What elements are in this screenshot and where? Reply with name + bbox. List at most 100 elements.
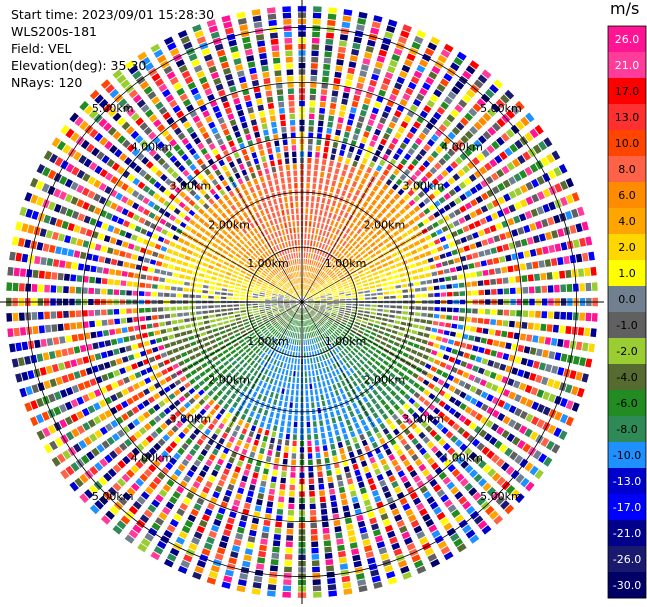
- velocity-gate: [496, 351, 504, 359]
- velocity-gate: [367, 557, 376, 565]
- velocity-gate: [279, 483, 286, 490]
- velocity-gate: [345, 419, 351, 426]
- velocity-gate: [350, 258, 356, 263]
- velocity-gate: [365, 342, 371, 348]
- velocity-gate: [321, 354, 326, 361]
- velocity-gate: [182, 427, 190, 435]
- velocity-gate: [264, 369, 269, 375]
- velocity-gate: [259, 447, 265, 455]
- velocity-gate: [508, 276, 515, 284]
- velocity-gate: [240, 270, 247, 275]
- velocity-gate: [115, 269, 122, 276]
- velocity-gate: [203, 542, 213, 551]
- velocity-gate: [440, 307, 447, 312]
- velocity-gate: [227, 345, 234, 351]
- velocity-gate: [32, 269, 39, 278]
- velocity-gate: [360, 374, 367, 381]
- velocity-gate: [287, 317, 292, 322]
- velocity-gate: [511, 436, 521, 446]
- velocity-gate: [366, 166, 373, 174]
- velocity-gate: [456, 51, 467, 61]
- velocity-gate: [464, 482, 474, 492]
- velocity-gate: [296, 377, 300, 384]
- velocity-gate: [166, 429, 175, 438]
- velocity-gate: [319, 177, 324, 184]
- velocity-gate: [272, 321, 278, 326]
- velocity-gate: [83, 436, 93, 446]
- velocity-gate: [351, 548, 360, 556]
- velocity-gate: [307, 358, 310, 364]
- velocity-gate: [133, 430, 142, 439]
- velocity-gate: [222, 249, 229, 255]
- velocity-gate: [231, 238, 238, 244]
- velocity-gate: [139, 122, 149, 131]
- velocity-gate: [261, 315, 267, 319]
- velocity-gate: [253, 288, 260, 292]
- velocity-gate: [159, 277, 166, 283]
- velocity-gate: [38, 270, 45, 279]
- velocity-gate: [505, 254, 512, 262]
- velocity-gate: [457, 324, 464, 330]
- velocity-gate: [145, 291, 151, 297]
- velocity-gate: [371, 21, 381, 29]
- velocity-gate: [362, 242, 368, 248]
- velocity-gate: [566, 312, 573, 320]
- velocity-gate: [139, 139, 148, 148]
- velocity-gate: [469, 126, 478, 135]
- velocity-gate: [396, 290, 402, 294]
- velocity-gate: [426, 320, 433, 325]
- velocity-gate: [368, 319, 375, 323]
- velocity-gate: [428, 393, 436, 400]
- velocity-gate: [142, 388, 151, 396]
- velocity-gate: [469, 385, 477, 393]
- velocity-gate: [221, 292, 227, 296]
- velocity-gate: [357, 183, 364, 191]
- velocity-gate: [384, 267, 391, 272]
- velocity-gate: [354, 154, 361, 162]
- velocity-gate: [227, 289, 234, 293]
- velocity-gate: [399, 217, 406, 224]
- velocity-gate: [560, 284, 567, 293]
- velocity-gate: [313, 307, 319, 310]
- velocity-gate: [468, 263, 475, 269]
- velocity-gate: [241, 369, 248, 376]
- velocity-gate: [173, 143, 181, 152]
- velocity-gate: [531, 178, 540, 188]
- velocity-gate: [82, 275, 89, 283]
- velocity-gate: [230, 349, 237, 355]
- velocity-gate: [374, 194, 381, 201]
- velocity-gate: [379, 326, 386, 331]
- velocity-gate: [526, 359, 534, 368]
- velocity-gate: [341, 257, 347, 263]
- velocity-gate: [169, 155, 178, 163]
- velocity-gate: [454, 104, 464, 113]
- velocity-gate: [65, 387, 74, 396]
- velocity-gate: [399, 98, 408, 107]
- velocity-gate: [151, 499, 161, 508]
- velocity-gate: [306, 313, 309, 319]
- velocity-gate: [114, 279, 121, 286]
- velocity-gate: [397, 267, 404, 273]
- velocity-gate: [124, 157, 133, 166]
- velocity-gate: [131, 343, 138, 350]
- velocity-gate: [534, 273, 541, 281]
- velocity-gate: [266, 423, 271, 430]
- velocity-gate: [309, 94, 316, 101]
- velocity-gate: [222, 316, 229, 320]
- velocity-gate: [255, 385, 261, 392]
- velocity-gate: [371, 73, 380, 81]
- velocity-gate: [337, 415, 343, 422]
- velocity-gate: [61, 374, 69, 384]
- velocity-gate: [347, 353, 353, 359]
- velocity-gate: [525, 181, 534, 191]
- velocity-gate: [326, 198, 331, 205]
- velocity-gate: [469, 409, 478, 418]
- velocity-gate: [519, 199, 528, 208]
- velocity-gate: [383, 309, 390, 313]
- velocity-gate: [447, 339, 455, 345]
- velocity-gate: [193, 503, 202, 511]
- velocity-gate: [219, 408, 226, 415]
- velocity-gate: [335, 369, 340, 375]
- velocity-gate: [305, 214, 308, 221]
- velocity-gate: [487, 126, 497, 136]
